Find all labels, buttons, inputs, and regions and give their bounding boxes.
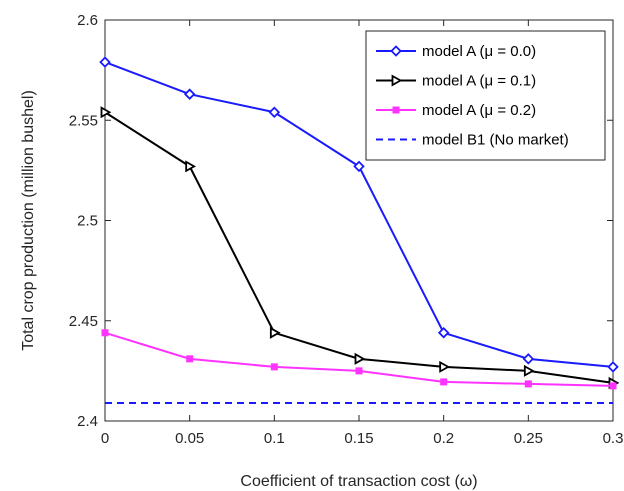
y-tick-label: 2.45	[69, 313, 98, 330]
data-point	[439, 360, 451, 373]
x-axis: 0 0.05 0.1 0.15 0.2 0.25 0.3	[101, 20, 624, 447]
data-point	[523, 364, 535, 377]
legend-label: model A (μ = 0.0)	[422, 43, 536, 60]
data-point	[186, 355, 194, 363]
data-point	[609, 382, 617, 390]
data-point	[437, 327, 450, 339]
legend-label: model A (μ = 0.2)	[422, 102, 536, 119]
data-point	[183, 88, 196, 100]
y-axis: 2.4 2.45 2.5 2.55 2.6	[69, 12, 613, 430]
data-point	[101, 329, 109, 337]
legend-marker	[390, 45, 402, 57]
series-1	[99, 56, 619, 373]
legend-label: model B1 (No market)	[422, 132, 569, 149]
data-point	[353, 160, 365, 173]
y-axis-title: Total crop production (million bushel)	[20, 90, 37, 351]
legend-item: model B1 (No market)	[376, 132, 569, 149]
data-point	[99, 56, 111, 68]
x-tick-label: 0.15	[344, 430, 373, 447]
legend-item: model A (μ = 0.2)	[376, 102, 536, 119]
y-tick-label: 2.5	[77, 213, 98, 230]
legend-item: model A (μ = 0.1)	[376, 73, 536, 90]
y-tick-label: 2.6	[77, 12, 98, 29]
x-tick-label: 0.05	[175, 430, 204, 447]
series-3	[101, 329, 617, 390]
legend-item: model A (μ = 0.0)	[376, 43, 536, 60]
x-axis-title: Coefficient of transaction cost (ω)	[240, 473, 477, 490]
data-point	[100, 106, 112, 119]
data-point	[607, 361, 619, 373]
x-tick-label: 0.2	[433, 430, 454, 447]
data-point	[440, 378, 448, 386]
legend-marker	[392, 106, 400, 114]
x-tick-label: 0.3	[603, 430, 624, 447]
x-tick-label: 0.1	[264, 430, 285, 447]
y-tick-label: 2.4	[77, 413, 98, 430]
data-point	[268, 106, 281, 119]
data-point	[522, 353, 535, 365]
data-point	[185, 160, 197, 173]
legend-label: model A (μ = 0.1)	[422, 73, 536, 90]
x-tick-label: 0.25	[514, 430, 543, 447]
data-point	[524, 380, 532, 388]
data-point	[354, 352, 366, 365]
data-point	[355, 367, 363, 375]
legend-marker	[391, 74, 403, 87]
y-tick-label: 2.55	[69, 112, 98, 129]
x-tick-label: 0	[101, 430, 109, 447]
data-point	[270, 363, 278, 371]
series-layer	[99, 56, 620, 404]
legend: model A (μ = 0.0) model A (μ = 0.1) model …	[365, 30, 606, 161]
data-point	[269, 326, 281, 339]
